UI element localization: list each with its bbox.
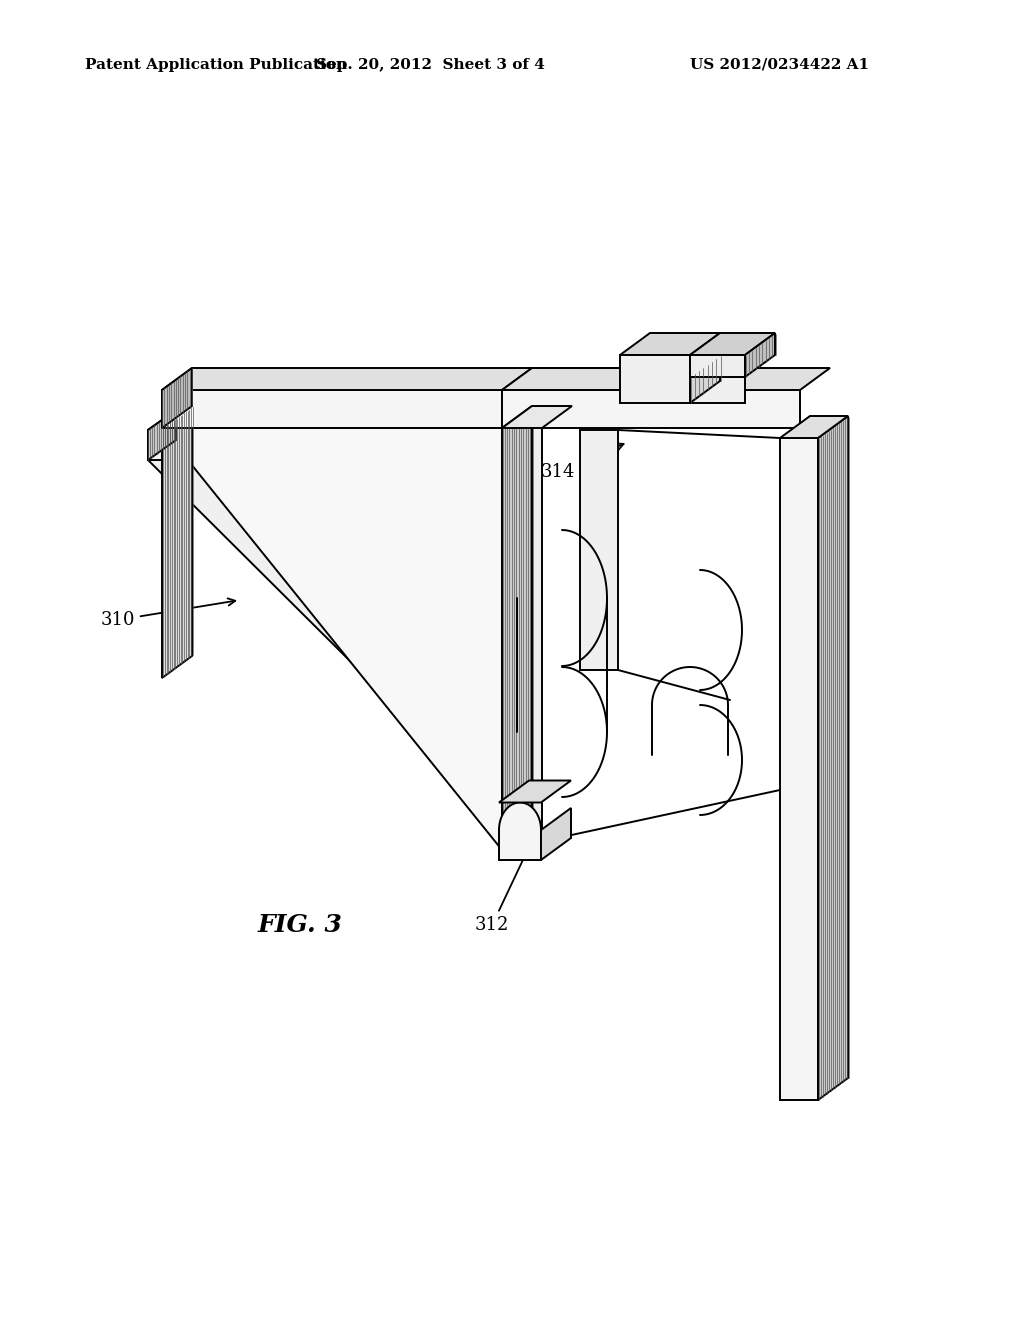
- Polygon shape: [148, 430, 540, 459]
- Text: FIG. 3: FIG. 3: [258, 913, 342, 937]
- Polygon shape: [162, 389, 502, 428]
- Polygon shape: [620, 355, 690, 403]
- Polygon shape: [780, 416, 848, 438]
- Text: 314: 314: [541, 444, 624, 480]
- Polygon shape: [502, 428, 542, 850]
- Polygon shape: [148, 459, 540, 850]
- Polygon shape: [780, 438, 818, 1100]
- Polygon shape: [148, 411, 568, 430]
- Text: 310: 310: [100, 598, 236, 630]
- Polygon shape: [162, 368, 193, 428]
- Polygon shape: [620, 333, 720, 355]
- Polygon shape: [502, 407, 572, 428]
- Text: 312: 312: [475, 849, 528, 935]
- Polygon shape: [690, 355, 745, 378]
- Polygon shape: [162, 428, 502, 850]
- Polygon shape: [690, 333, 775, 355]
- Text: Sep. 20, 2012  Sheet 3 of 4: Sep. 20, 2012 Sheet 3 of 4: [315, 58, 545, 73]
- Text: 104: 104: [433, 432, 505, 487]
- Polygon shape: [580, 430, 618, 671]
- Text: US 2012/0234422 A1: US 2012/0234422 A1: [690, 58, 869, 73]
- Polygon shape: [502, 368, 830, 389]
- Polygon shape: [499, 780, 571, 803]
- Polygon shape: [162, 368, 532, 389]
- Polygon shape: [148, 411, 176, 459]
- Polygon shape: [690, 378, 745, 403]
- Polygon shape: [818, 416, 848, 1100]
- Polygon shape: [690, 355, 720, 403]
- Polygon shape: [162, 407, 193, 678]
- Polygon shape: [502, 389, 800, 428]
- Polygon shape: [502, 407, 532, 850]
- Text: Patent Application Publication: Patent Application Publication: [85, 58, 347, 73]
- Polygon shape: [499, 803, 541, 861]
- Polygon shape: [541, 808, 571, 861]
- Polygon shape: [745, 333, 775, 378]
